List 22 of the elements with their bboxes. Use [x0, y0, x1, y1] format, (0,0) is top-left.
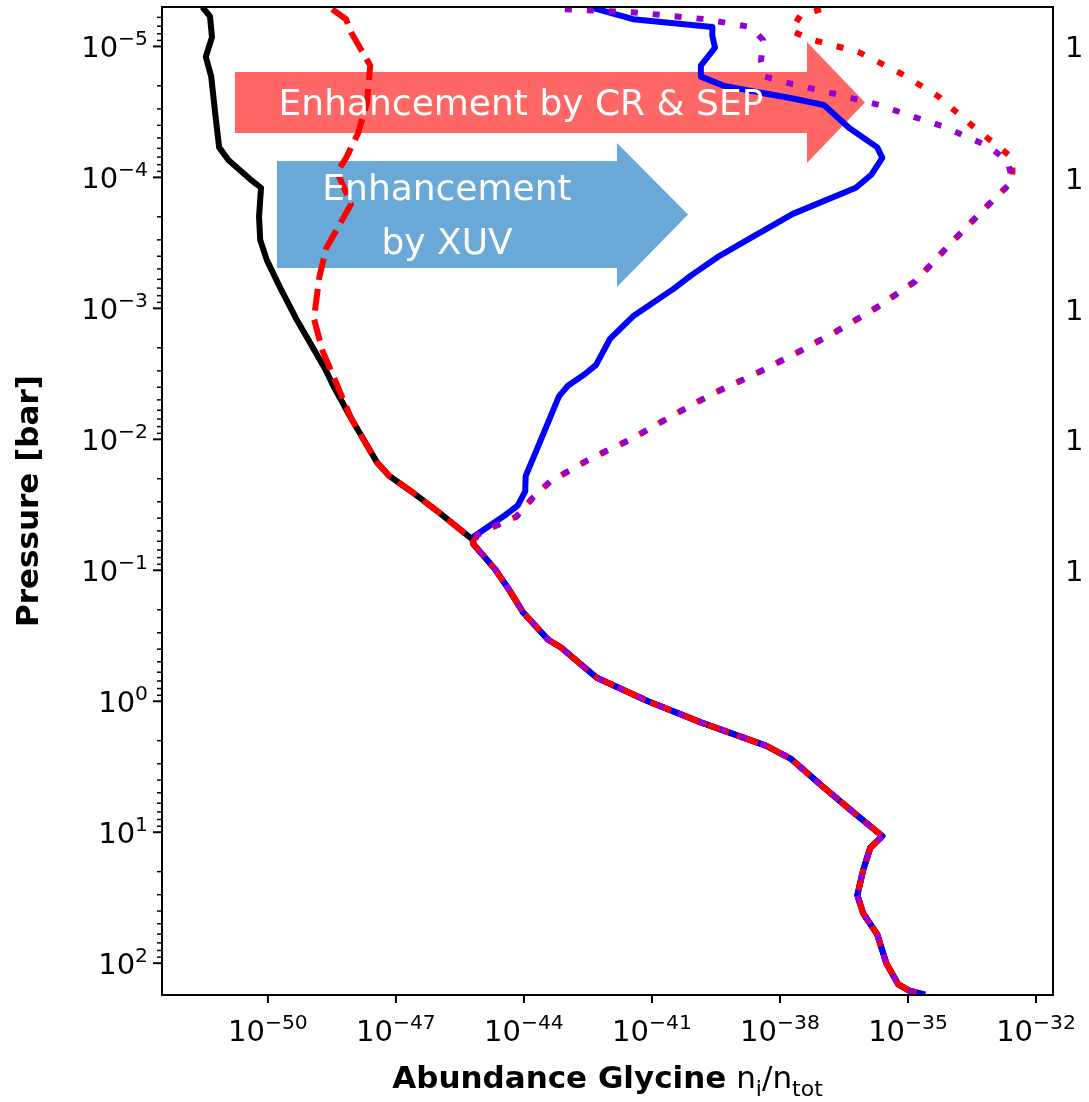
x-tick-label: 10$^{−32}$: [996, 1009, 1076, 1048]
x-tick-label: 10$^{−35}$: [868, 1009, 948, 1048]
x-axis-title: Abundance Glycine n$_{i}$/n$_{tot}$: [392, 1059, 824, 1101]
y-tick-label: 10$^{−4}$: [81, 157, 148, 196]
y-tick-label: 10$^{2}$: [98, 942, 148, 982]
y-tick-label: 10$^{1}$: [98, 812, 148, 851]
y-tick-label: 10$^{−3}$: [81, 288, 148, 327]
text: 1: [1065, 554, 1084, 588]
text: 1: [1065, 423, 1084, 457]
y-tick-label: 10$^{0}$: [98, 681, 148, 720]
text: 1: [1065, 293, 1084, 327]
y-tick-label: 10$^{−5}$: [81, 26, 148, 65]
y-axis-title: Pressure [bar]: [9, 375, 45, 627]
y-tick-label: 10$^{−1}$: [81, 550, 148, 589]
x-tick-label: 10$^{−38}$: [740, 1009, 820, 1048]
x-tick-label: 10$^{−50}$: [228, 1009, 308, 1048]
x-tick-label: 10$^{−44}$: [484, 1009, 564, 1048]
x-tick-label: 10$^{−41}$: [612, 1009, 692, 1048]
x-tick-label: 10$^{−47}$: [356, 1009, 436, 1048]
text: 1: [1065, 162, 1084, 196]
y-tick-label: 10$^{−2}$: [81, 419, 148, 458]
text: 1: [1065, 29, 1084, 64]
